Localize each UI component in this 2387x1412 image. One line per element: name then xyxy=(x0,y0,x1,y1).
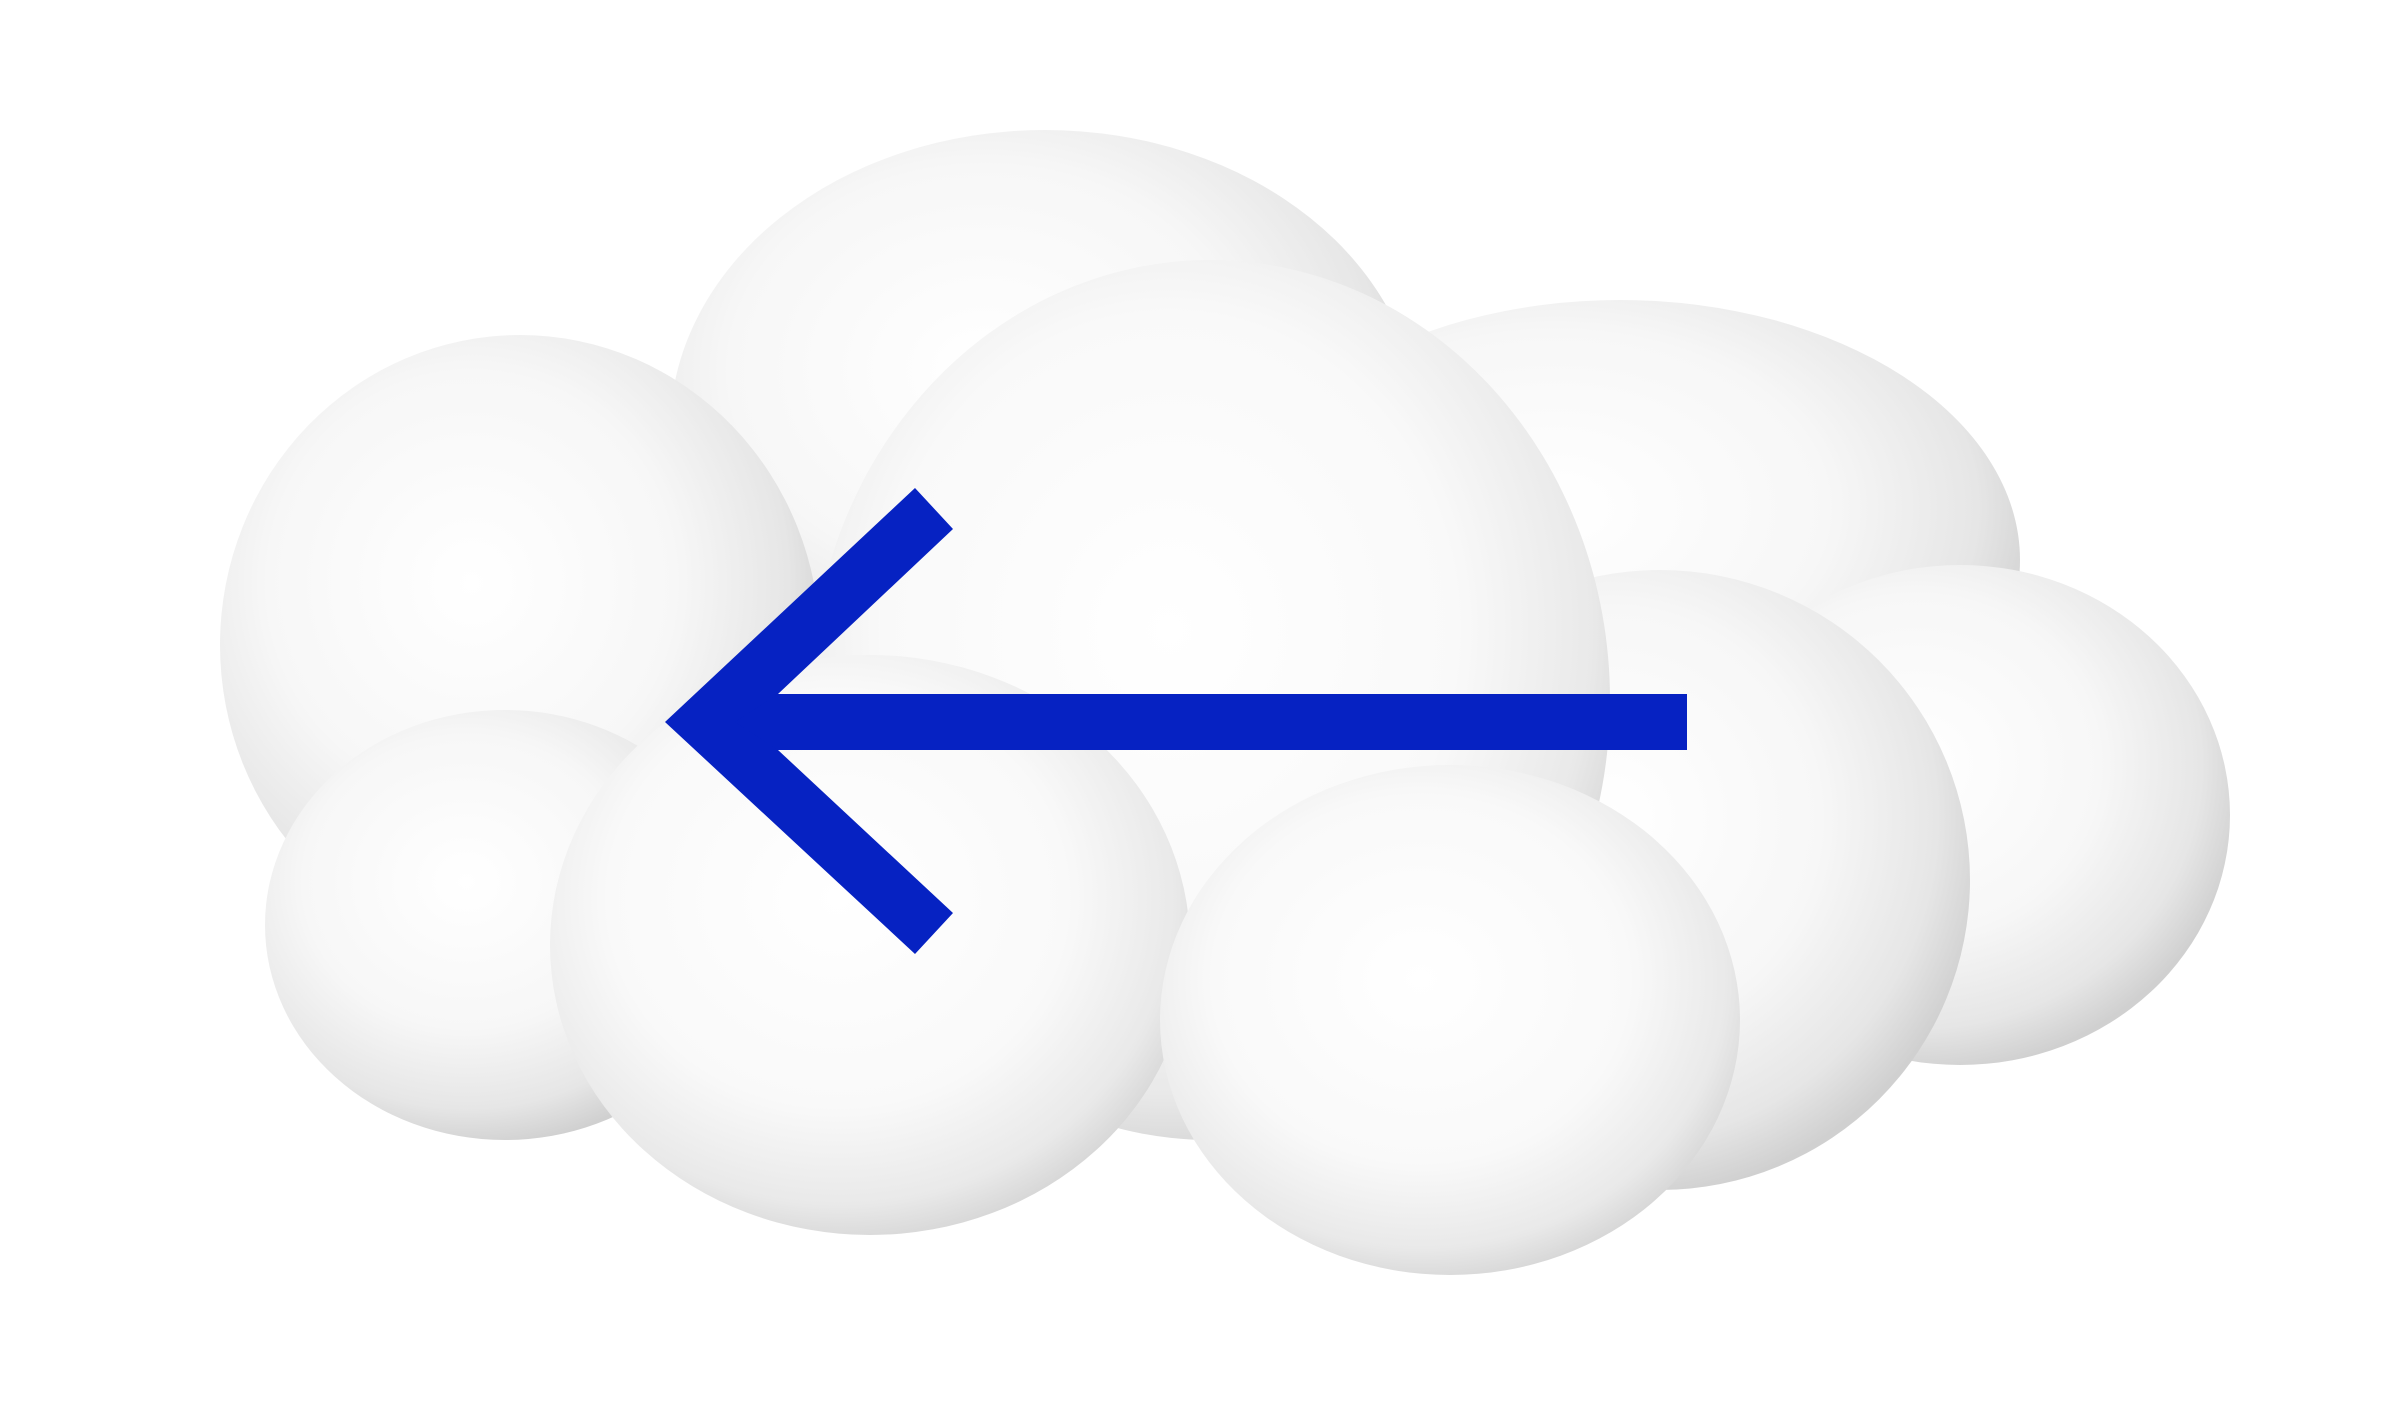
cloud-icon xyxy=(220,130,2230,1275)
cloud-puff-lower-mid xyxy=(550,655,1190,1235)
arrow-left-icon xyxy=(665,488,1687,954)
arrow-head xyxy=(665,488,953,954)
cloud-puff-front xyxy=(1160,765,1740,1275)
arrow-shaft xyxy=(735,694,1687,750)
